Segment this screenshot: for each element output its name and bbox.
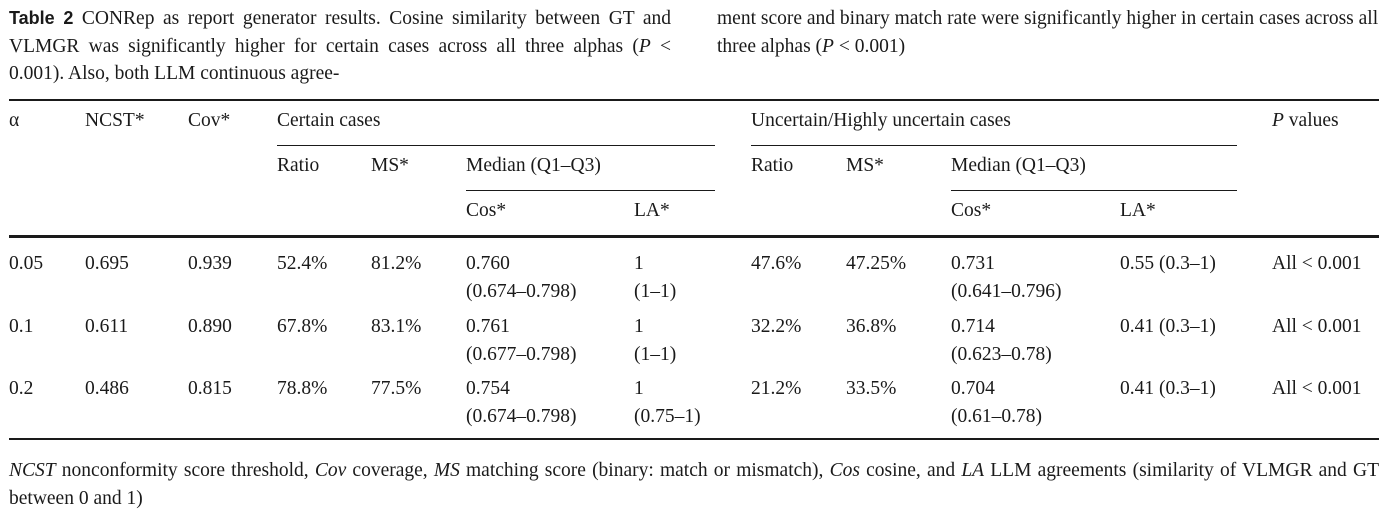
header-certain-cases: Certain cases <box>277 110 381 131</box>
cell-u-la: 0.41 (0.3–1) <box>1120 378 1216 399</box>
footnote-abbr: Cos <box>829 460 860 481</box>
cell-ncst: 0.486 <box>85 378 129 399</box>
cell-c-cos2: (0.674–0.798) <box>466 405 577 427</box>
footnote-abbr: LA <box>961 460 985 481</box>
header-p-values-label: values <box>1283 110 1339 131</box>
cell-u-ratio: 32.2% <box>751 316 802 337</box>
cell-u-ratio: 47.6% <box>751 253 802 274</box>
cell-u-cos2: (0.641–0.796) <box>951 280 1062 302</box>
header-certain-la: LA* <box>634 200 670 221</box>
cell-c-la1: 1 <box>634 378 644 399</box>
header-p-values: P values <box>1272 107 1339 135</box>
header-alpha: α <box>9 110 20 131</box>
cell-u-cos1: 0.714 <box>951 316 995 337</box>
cell-u-la: 0.41 (0.3–1) <box>1120 316 1216 337</box>
header-bottom-rule <box>9 235 1379 238</box>
footnote-definition: cosine, and <box>859 460 962 481</box>
cell-u-cos2: (0.61–0.78) <box>951 405 1042 427</box>
cell-u-cos1: 0.731 <box>951 253 995 274</box>
cell-c-cos1: 0.754 <box>466 378 510 399</box>
footnote-definition: LLM agreements (similarity of VLMGR and … <box>9 460 1379 509</box>
cell-u-ratio: 21.2% <box>751 378 802 399</box>
cell-alpha: 0.1 <box>9 316 34 337</box>
uncertain-median-rule <box>951 190 1237 191</box>
header-uncertain-la: LA* <box>1120 200 1156 221</box>
cell-c-ratio: 78.8% <box>277 378 328 399</box>
cell-c-cos2: (0.674–0.798) <box>466 280 577 302</box>
cell-p: All < 0.001 <box>1272 253 1362 274</box>
footnote-definition: coverage, <box>346 460 434 481</box>
header-certain-cos: Cos* <box>466 200 507 221</box>
uncertain-group-rule <box>751 145 1237 146</box>
table-label: Table 2 <box>9 8 74 28</box>
header-certain-median: Median (Q1–Q3) <box>466 155 601 176</box>
cell-c-ms: 81.2% <box>371 253 422 274</box>
cell-c-cos2: (0.677–0.798) <box>466 343 577 365</box>
cell-p: All < 0.001 <box>1272 316 1362 337</box>
header-uncertain-ms: MS* <box>846 155 884 176</box>
footnote-abbr: MS <box>433 460 460 481</box>
header-uncertain-median: Median (Q1–Q3) <box>951 155 1086 176</box>
caption-text-left: CONRep as report generator results. Cosi… <box>9 8 672 57</box>
footnote-definition: nonconformity score threshold, <box>55 460 315 481</box>
cell-u-cos1: 0.704 <box>951 378 995 399</box>
header-uncertain-cos: Cos* <box>951 200 992 221</box>
cell-ncst: 0.611 <box>85 316 129 337</box>
cell-cov: 0.890 <box>188 316 232 337</box>
cell-c-ratio: 67.8% <box>277 316 328 337</box>
cell-ncst: 0.695 <box>85 253 129 274</box>
caption-text-right: ment score and binary match rate were si… <box>717 8 1379 57</box>
footnote-abbr: NCST <box>9 460 56 481</box>
certain-median-rule <box>466 190 715 191</box>
cell-c-ms: 77.5% <box>371 378 422 399</box>
cell-c-la1: 1 <box>634 253 644 274</box>
table-caption: Table 2 CONRep as report generator resul… <box>9 5 1379 88</box>
header-certain-ms: MS* <box>371 155 409 176</box>
cell-cov: 0.815 <box>188 378 232 399</box>
cell-c-cos1: 0.760 <box>466 253 510 274</box>
caption-right-column: ment score and binary match rate were si… <box>717 5 1379 88</box>
cell-c-la2: (1–1) <box>634 343 677 365</box>
caption-p-symbol: P <box>638 35 651 57</box>
table-footnote: NCST nonconformity score threshold, Cov … <box>9 457 1379 512</box>
header-cov: Cov* <box>188 110 231 131</box>
cell-u-ms: 33.5% <box>846 378 897 399</box>
header-uncertain-cases: Uncertain/Highly uncertain cases <box>751 110 1011 131</box>
cell-c-ratio: 52.4% <box>277 253 328 274</box>
cell-u-ms: 36.8% <box>846 316 897 337</box>
cell-c-ms: 83.1% <box>371 316 422 337</box>
cell-u-cos2: (0.623–0.78) <box>951 343 1052 365</box>
header-certain-ratio: Ratio <box>277 155 320 176</box>
footnote-definition: matching score (binary: match or mismatc… <box>459 460 830 481</box>
cell-c-la2: (1–1) <box>634 280 677 302</box>
caption-p-comparison: < 0.001). Also, both LLM continuous agre… <box>9 35 671 85</box>
cell-alpha: 0.05 <box>9 253 44 274</box>
cell-c-la1: 1 <box>634 316 644 337</box>
cell-u-ms: 47.25% <box>846 253 907 274</box>
cell-alpha: 0.2 <box>9 378 34 399</box>
table-top-rule <box>9 99 1379 101</box>
cell-c-la2: (0.75–1) <box>634 405 701 427</box>
footnote-abbr: Cov <box>314 460 347 481</box>
certain-group-rule <box>277 145 715 146</box>
header-p-symbol: P <box>1272 110 1284 131</box>
table-bottom-rule <box>9 438 1379 440</box>
cell-cov: 0.939 <box>188 253 232 274</box>
header-ncst: NCST* <box>85 110 145 131</box>
caption-p-comparison: < 0.001) <box>833 35 906 57</box>
cell-p: All < 0.001 <box>1272 378 1362 399</box>
cell-c-cos1: 0.761 <box>466 316 510 337</box>
cell-u-la: 0.55 (0.3–1) <box>1120 253 1216 274</box>
caption-p-symbol: P <box>822 35 834 57</box>
caption-left-column: Table 2 CONRep as report generator resul… <box>9 5 671 88</box>
header-uncertain-ratio: Ratio <box>751 155 794 176</box>
